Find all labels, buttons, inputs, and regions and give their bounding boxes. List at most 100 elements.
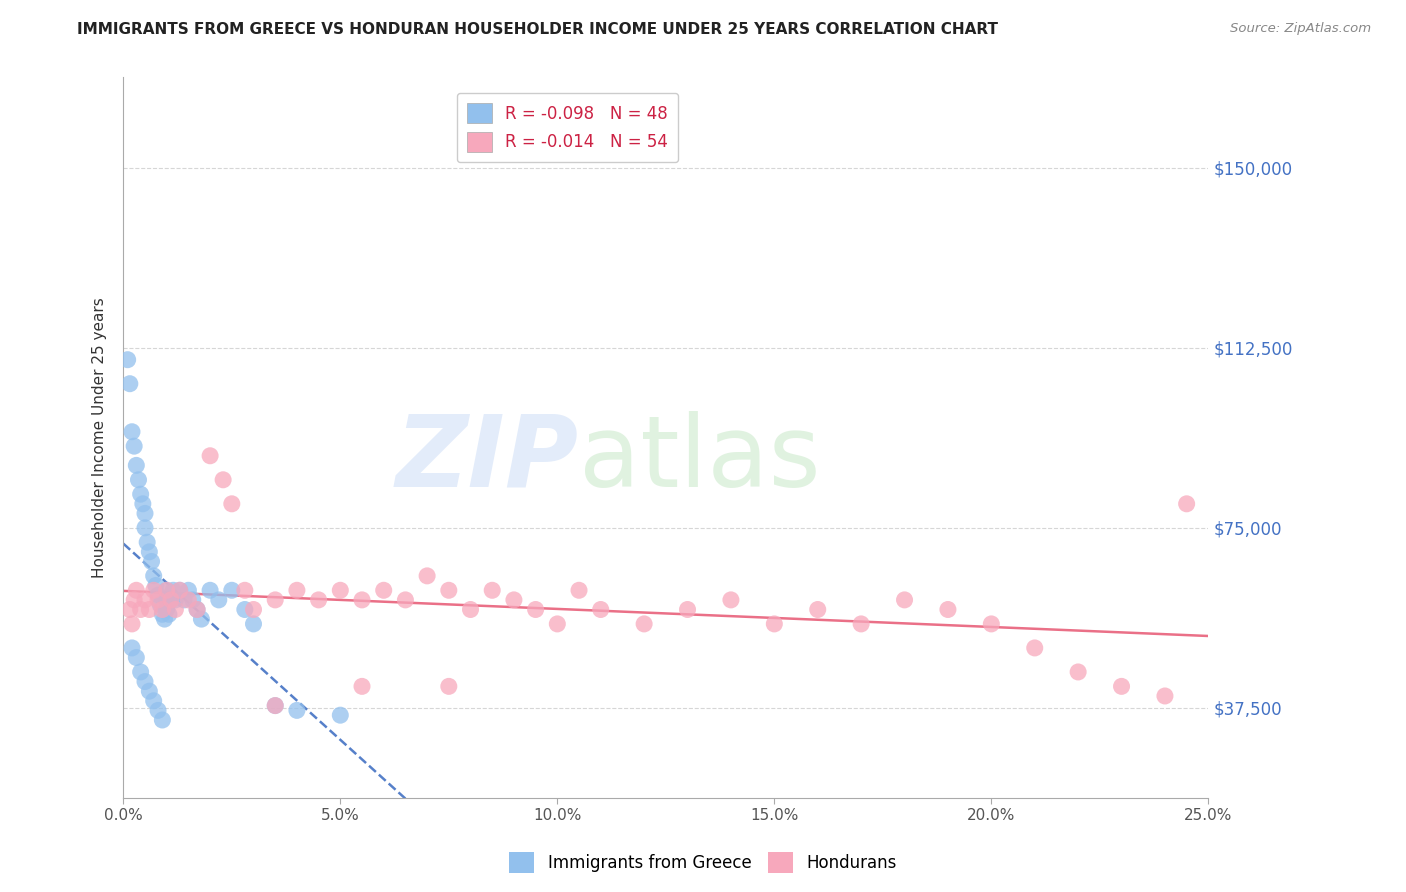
Point xyxy=(121,425,143,439)
Point xyxy=(221,497,243,511)
Point xyxy=(285,703,308,717)
Point xyxy=(1024,640,1046,655)
Point xyxy=(394,593,416,607)
Point xyxy=(125,458,148,473)
Point xyxy=(160,593,183,607)
Text: ZIP: ZIP xyxy=(396,411,579,508)
Point xyxy=(136,535,159,549)
Point xyxy=(633,616,655,631)
Point xyxy=(221,583,243,598)
Legend: R = -0.098   N = 48, R = -0.014   N = 54: R = -0.098 N = 48, R = -0.014 N = 54 xyxy=(457,93,678,162)
Point xyxy=(146,593,169,607)
Point xyxy=(503,593,526,607)
Point xyxy=(186,602,208,616)
Point xyxy=(190,612,212,626)
Point xyxy=(132,497,155,511)
Point xyxy=(134,507,156,521)
Point xyxy=(264,698,287,713)
Point xyxy=(437,679,460,693)
Point xyxy=(481,583,503,598)
Point xyxy=(121,616,143,631)
Point xyxy=(373,583,395,598)
Point xyxy=(264,593,287,607)
Point xyxy=(285,583,308,598)
Point xyxy=(122,439,145,453)
Point xyxy=(177,583,200,598)
Point xyxy=(118,376,141,391)
Point xyxy=(350,593,373,607)
Point xyxy=(568,583,591,598)
Point xyxy=(198,583,221,598)
Point xyxy=(125,650,148,665)
Point xyxy=(807,602,830,616)
Point xyxy=(416,569,439,583)
Point xyxy=(233,583,256,598)
Point xyxy=(1154,689,1177,703)
Text: atlas: atlas xyxy=(579,411,821,508)
Point xyxy=(329,708,352,723)
Point xyxy=(160,593,183,607)
Point xyxy=(460,602,482,616)
Point xyxy=(198,449,221,463)
Point xyxy=(1067,665,1090,679)
Point xyxy=(141,554,163,568)
Point xyxy=(117,352,139,367)
Point xyxy=(153,612,176,626)
Point xyxy=(156,583,179,598)
Point xyxy=(893,593,915,607)
Point xyxy=(242,602,264,616)
Point xyxy=(150,713,173,727)
Point xyxy=(308,593,330,607)
Point xyxy=(849,616,872,631)
Point xyxy=(212,473,235,487)
Point xyxy=(1111,679,1133,693)
Point xyxy=(134,674,156,689)
Point xyxy=(156,593,179,607)
Text: Source: ZipAtlas.com: Source: ZipAtlas.com xyxy=(1230,22,1371,36)
Point xyxy=(936,602,959,616)
Point xyxy=(980,616,1002,631)
Point xyxy=(676,602,699,616)
Point xyxy=(162,583,184,598)
Point xyxy=(233,602,256,616)
Point xyxy=(128,473,150,487)
Point xyxy=(125,583,148,598)
Point xyxy=(145,578,167,592)
Point xyxy=(129,602,152,616)
Point xyxy=(138,602,160,616)
Point xyxy=(181,593,204,607)
Point xyxy=(134,521,156,535)
Point xyxy=(134,593,156,607)
Point xyxy=(763,616,786,631)
Point xyxy=(208,593,231,607)
Text: IMMIGRANTS FROM GREECE VS HONDURAN HOUSEHOLDER INCOME UNDER 25 YEARS CORRELATION: IMMIGRANTS FROM GREECE VS HONDURAN HOUSE… xyxy=(77,22,998,37)
Point xyxy=(242,616,264,631)
Point xyxy=(186,602,208,616)
Y-axis label: Householder Income Under 25 years: Householder Income Under 25 years xyxy=(93,297,107,578)
Point xyxy=(264,698,287,713)
Point xyxy=(329,583,352,598)
Point xyxy=(720,593,742,607)
Point xyxy=(169,583,191,598)
Point xyxy=(156,602,179,616)
Point xyxy=(177,593,200,607)
Point xyxy=(122,593,145,607)
Point xyxy=(169,583,191,598)
Point xyxy=(350,679,373,693)
Point xyxy=(157,607,180,622)
Point xyxy=(165,593,187,607)
Point xyxy=(524,602,547,616)
Point xyxy=(146,588,169,602)
Point xyxy=(150,602,173,616)
Point xyxy=(118,602,141,616)
Point xyxy=(173,593,195,607)
Point xyxy=(121,640,143,655)
Point xyxy=(156,583,179,598)
Point xyxy=(146,703,169,717)
Point xyxy=(129,487,152,501)
Point xyxy=(149,598,172,612)
Point xyxy=(138,684,160,698)
Point xyxy=(142,583,165,598)
Point xyxy=(150,607,173,622)
Point xyxy=(437,583,460,598)
